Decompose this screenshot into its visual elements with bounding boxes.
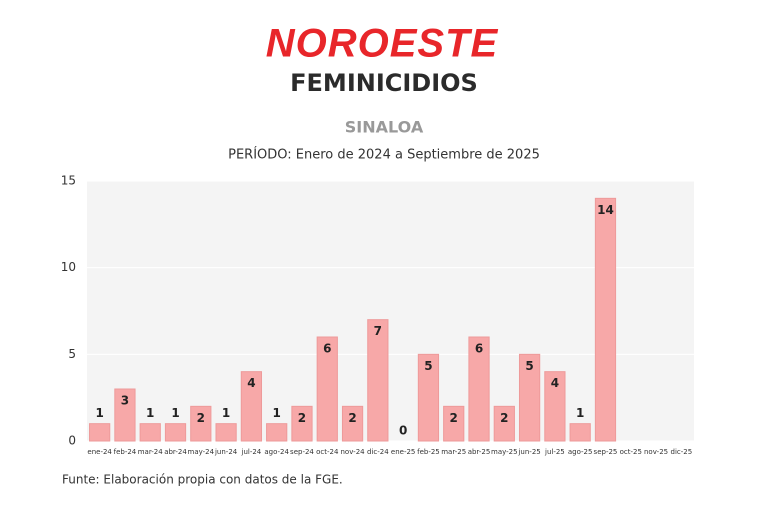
plot-area (87, 181, 694, 441)
y-tick-label: 15 (61, 174, 76, 188)
data-label: 3 (121, 394, 129, 408)
data-label: 1 (95, 406, 103, 420)
data-label: 5 (525, 359, 533, 373)
bar (114, 388, 136, 442)
bar (493, 405, 515, 442)
x-tick-label: ene-25 (391, 448, 415, 456)
x-tick-label: oct-25 (620, 448, 642, 456)
data-label: 0 (399, 424, 407, 438)
bar (468, 336, 490, 442)
bar (266, 423, 288, 442)
bar (215, 423, 237, 442)
y-tick-label: 5 (68, 347, 76, 361)
chart-title: SINALOA (345, 118, 424, 137)
section-title: FEMINICIDIOS (290, 69, 478, 97)
x-tick-label: dic-24 (367, 448, 389, 456)
data-label: 2 (197, 411, 205, 425)
bar (569, 423, 591, 442)
bar (316, 336, 338, 442)
bar (139, 423, 161, 442)
x-tick-label: ene-24 (87, 448, 112, 456)
x-tick-label: mar-25 (441, 448, 466, 456)
x-tick-label: feb-25 (417, 448, 440, 456)
x-tick-label: dic-25 (671, 448, 693, 456)
x-tick-label: jul-24 (241, 448, 262, 456)
data-label: 7 (374, 324, 382, 338)
y-tick-label: 0 (68, 434, 76, 448)
bar (367, 319, 389, 442)
bar (291, 405, 313, 442)
y-tick-label: 10 (61, 260, 76, 274)
x-tick-label: abr-24 (164, 448, 187, 456)
x-tick-label: jun-25 (517, 448, 540, 456)
data-label: 1 (171, 406, 179, 420)
logo: NOROESTE (266, 22, 499, 66)
data-label: 2 (500, 411, 508, 425)
data-label: 2 (348, 411, 356, 425)
x-tick-label: ago-24 (264, 448, 289, 456)
bar (544, 371, 566, 442)
bar (240, 371, 263, 442)
data-label: 1 (146, 406, 154, 420)
data-label: 6 (323, 342, 331, 356)
x-tick-label: sep-24 (290, 448, 314, 456)
x-tick-label: may-25 (491, 448, 518, 456)
data-label: 6 (475, 342, 483, 356)
bar (594, 197, 617, 442)
bar (190, 405, 212, 442)
data-label: 1 (222, 406, 230, 420)
x-tick-label: ago-25 (568, 448, 593, 456)
source-note: Funte: Elaboración propia con datos de l… (62, 473, 343, 487)
x-tick-label: nov-25 (644, 448, 668, 456)
data-label: 1 (273, 406, 281, 420)
x-tick-label: oct-24 (316, 448, 339, 456)
bar (417, 353, 440, 442)
x-tick-label: nov-24 (341, 448, 366, 456)
x-tick-label: may-24 (188, 448, 215, 456)
x-tick-label: abr-25 (468, 448, 491, 456)
data-label: 4 (551, 376, 559, 390)
x-tick-label: feb-24 (114, 448, 137, 456)
x-tick-label: jul-25 (544, 448, 565, 456)
data-label: 1 (576, 406, 584, 420)
bar (341, 405, 364, 442)
data-label: 14 (597, 203, 614, 217)
bar (164, 423, 187, 442)
chart-subtitle: PERÍODO: Enero de 2024 a Septiembre de 2… (228, 147, 540, 163)
x-tick-label: mar-24 (138, 448, 164, 456)
data-label: 2 (298, 411, 306, 425)
x-tick-label: jun-24 (214, 448, 238, 456)
data-label: 5 (424, 359, 432, 373)
x-tick-label: sep-25 (594, 448, 618, 456)
bar (518, 353, 541, 442)
data-label: 4 (247, 376, 255, 390)
bar (443, 405, 465, 442)
bar (89, 423, 111, 442)
data-label: 2 (450, 411, 458, 425)
